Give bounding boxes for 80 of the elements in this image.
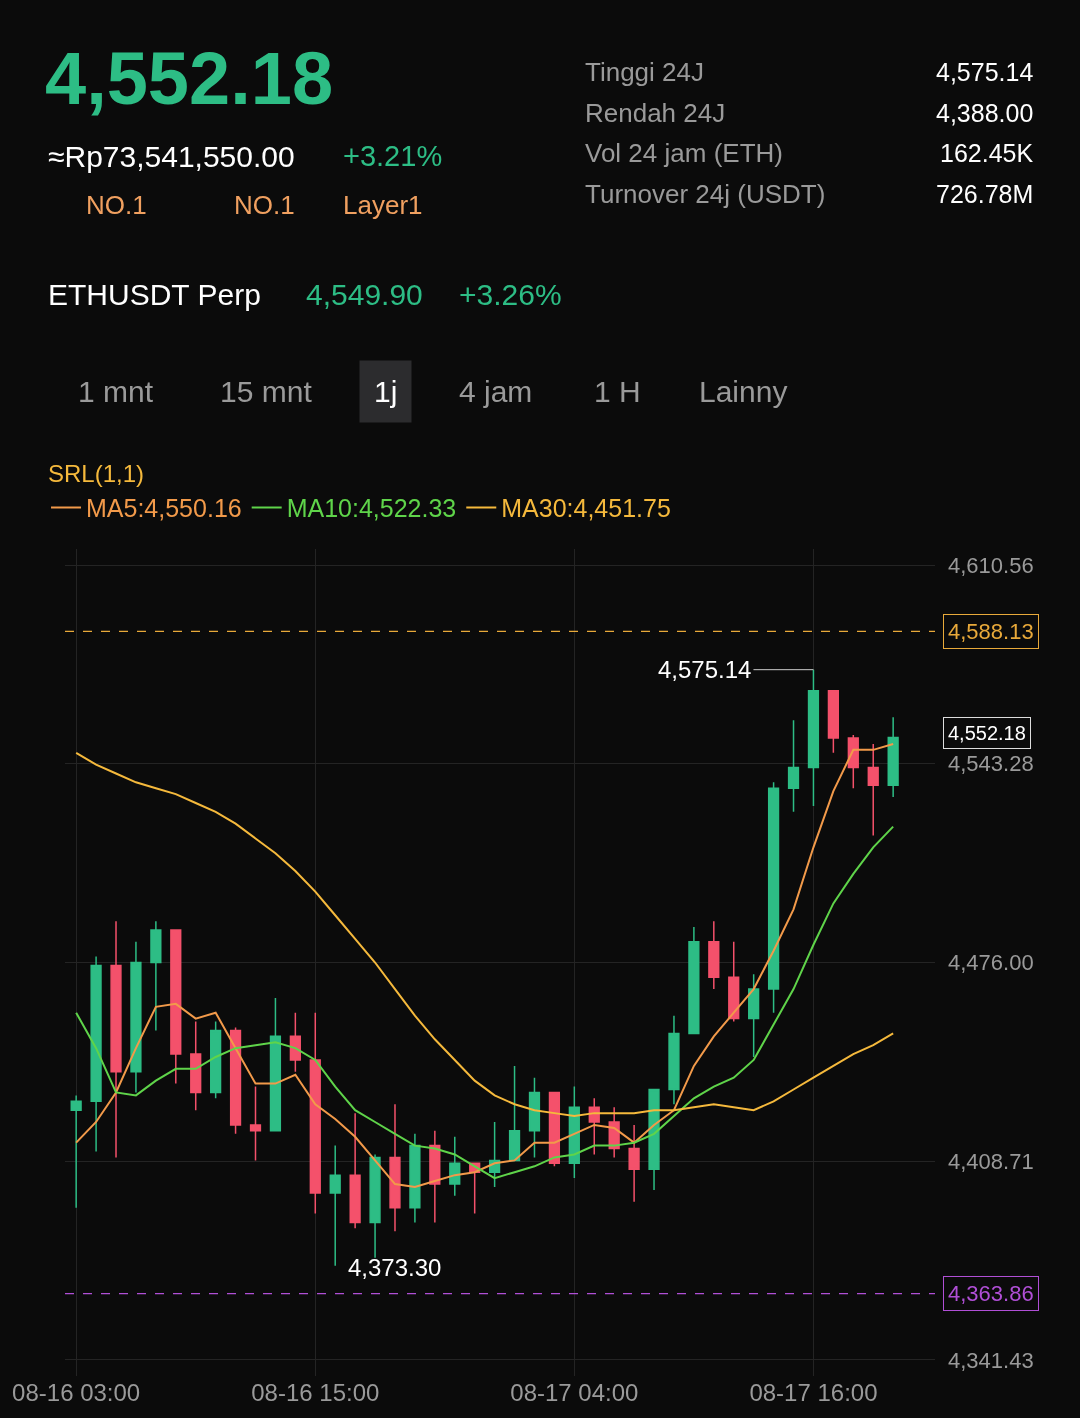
candlestick [170, 929, 182, 1085]
text: ETHUSDT Perp [48, 278, 261, 311]
candlestick [289, 1011, 301, 1073]
y-tick-label: 4,476.00 [948, 950, 1034, 976]
text: SRL(1,1) [48, 460, 145, 487]
x-tick-label: 08-16 15:00 [251, 1379, 380, 1406]
candlestick [807, 668, 820, 807]
text: +3.26% [459, 278, 562, 311]
candlestick [708, 920, 720, 990]
candlestick [150, 920, 162, 1032]
text: 4 jam [459, 375, 533, 408]
candlestick [229, 1026, 242, 1135]
y-tick-label: 4,610.56 [948, 552, 1034, 578]
y-tick-label: 4,408.71 [948, 1148, 1034, 1174]
text: 4,575.14 [936, 58, 1034, 86]
line-series [75, 825, 895, 1180]
candlestick [110, 920, 122, 1159]
candlestick [429, 1130, 441, 1224]
y-tick-label: 4,341.43 [948, 1347, 1034, 1373]
candlestick [329, 1144, 341, 1267]
x-tick-label: 08-17 16:00 [749, 1379, 878, 1406]
candlestick [787, 719, 800, 813]
candlestick [190, 1020, 202, 1111]
text: Vol 24 jam (ETH) [585, 138, 783, 168]
text: Layer1 [343, 190, 423, 220]
text: NO.1 [86, 190, 147, 220]
candlestick [688, 926, 700, 1035]
candlestick [887, 716, 899, 798]
legend-label: MA10:4,522.33 [286, 494, 457, 523]
ref-line-label: 4,588.13 [948, 619, 1034, 644]
annotation: 4,575.14 [658, 656, 752, 683]
text: +3.21% [343, 140, 443, 172]
x-tick-label: 08-16 03:00 [12, 1379, 141, 1406]
candlestick [867, 743, 879, 837]
candlestick [528, 1076, 541, 1159]
ref-line-label: 4,363.86 [948, 1281, 1034, 1306]
text: Rendah 24J [585, 98, 726, 128]
candlestick [767, 781, 780, 1014]
candlestick [269, 997, 282, 1132]
legend-label: MA30:4,451.75 [501, 494, 671, 523]
candlestick [349, 1112, 361, 1230]
candlestick [309, 1011, 321, 1215]
text: Turnover 24j (USDT) [585, 179, 826, 209]
candlestick [249, 1085, 262, 1162]
text: 1 H [594, 375, 641, 408]
text: 4,549.90 [306, 278, 423, 311]
x-tick-label: 08-17 04:00 [510, 1379, 639, 1406]
text: 4,552.18 [45, 36, 334, 120]
candlestick [728, 941, 740, 1023]
legend-label: MA5:4,550.16 [86, 494, 242, 523]
text: 4,552.18 [948, 722, 1026, 744]
candlestick [389, 1103, 401, 1233]
candlestick [90, 955, 102, 1153]
candlestick [449, 1136, 461, 1197]
text: 162.45K [940, 139, 1034, 167]
candlestick [409, 1133, 421, 1224]
text: 726.78M [936, 180, 1034, 208]
text: ≈Rp73,541,550.00 [48, 140, 295, 173]
line-series [75, 742, 895, 1188]
candlestick [508, 1065, 521, 1162]
text: 4,388.00 [936, 99, 1034, 127]
text: Tinggi 24J [585, 57, 704, 87]
text: 1 mnt [78, 375, 154, 408]
candlestick [668, 1014, 680, 1106]
text: 15 mnt [220, 375, 313, 408]
candlestick [648, 1088, 660, 1191]
candlestick [130, 941, 142, 1094]
candlestick [827, 690, 840, 754]
y-tick-label: 4,543.28 [948, 751, 1034, 777]
candlestick [369, 1153, 381, 1259]
candlestick [210, 1020, 222, 1100]
text: 1j [374, 375, 398, 408]
candlestick [748, 973, 760, 1058]
candlestick [628, 1124, 640, 1203]
line-series [75, 751, 895, 1118]
candlestick [588, 1097, 600, 1156]
annotation: 4,373.30 [348, 1254, 442, 1281]
candlestick [70, 1094, 82, 1209]
text: NO.1 [234, 190, 295, 220]
text: Lainny [699, 375, 788, 408]
